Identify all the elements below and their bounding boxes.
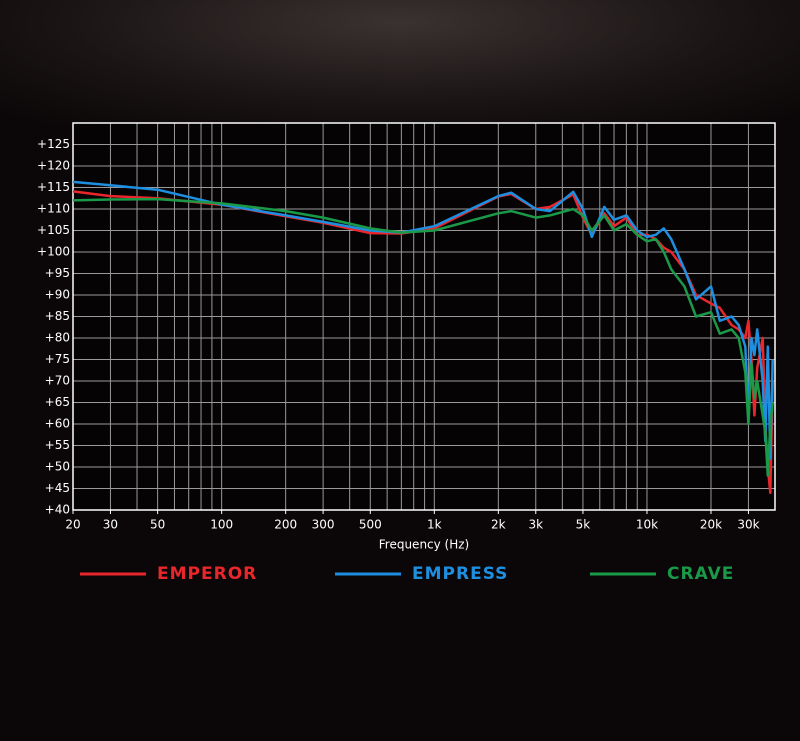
y-tick-label: +65 (45, 395, 70, 409)
x-tick-label: 20k (700, 518, 722, 532)
y-tick-label: +55 (45, 438, 70, 452)
y-tick-label: +90 (45, 288, 70, 302)
legend-text: CRAVE (667, 564, 734, 584)
y-tick-label: +95 (45, 266, 70, 280)
x-tick-label: 100 (210, 518, 233, 532)
y-tick-label: +60 (45, 417, 70, 431)
x-tick-label: 2k (491, 518, 506, 532)
x-tick-label: 200 (274, 518, 297, 532)
y-tick-label: +70 (45, 374, 70, 388)
y-tick-label: +75 (45, 352, 70, 366)
x-tick-label: 10k (636, 518, 658, 532)
y-tick-label: +40 (45, 503, 70, 517)
y-tick-label: +80 (45, 331, 70, 345)
x-tick-label: 5k (576, 518, 591, 532)
x-tick-label: 1k (427, 518, 442, 532)
x-tick-label: 300 (312, 518, 335, 532)
y-tick-label: +115 (37, 180, 70, 194)
x-tick-label: 500 (359, 518, 382, 532)
y-tick-label: +100 (37, 245, 70, 259)
x-tick-label: 30k (737, 518, 759, 532)
plot-border (72, 122, 776, 511)
x-tick-label: 30 (103, 518, 118, 532)
series-line (72, 197, 774, 477)
x-axis-label: Frequency (Hz) (379, 538, 470, 552)
y-tick-label: +85 (45, 309, 70, 323)
y-tick-label: +120 (37, 159, 70, 173)
legend-text: EMPRESS (412, 564, 508, 584)
legend-text: EMPEROR (157, 564, 257, 584)
y-tick-label: +45 (45, 481, 70, 495)
y-tick-label: +125 (37, 137, 70, 151)
y-tick-label: +110 (37, 202, 70, 216)
x-tick-label: 50 (150, 518, 165, 532)
x-tick-label: 20 (65, 518, 80, 532)
y-tick-label: +105 (37, 223, 70, 237)
y-tick-label: +50 (45, 460, 70, 474)
x-tick-label: 3k (528, 518, 543, 532)
